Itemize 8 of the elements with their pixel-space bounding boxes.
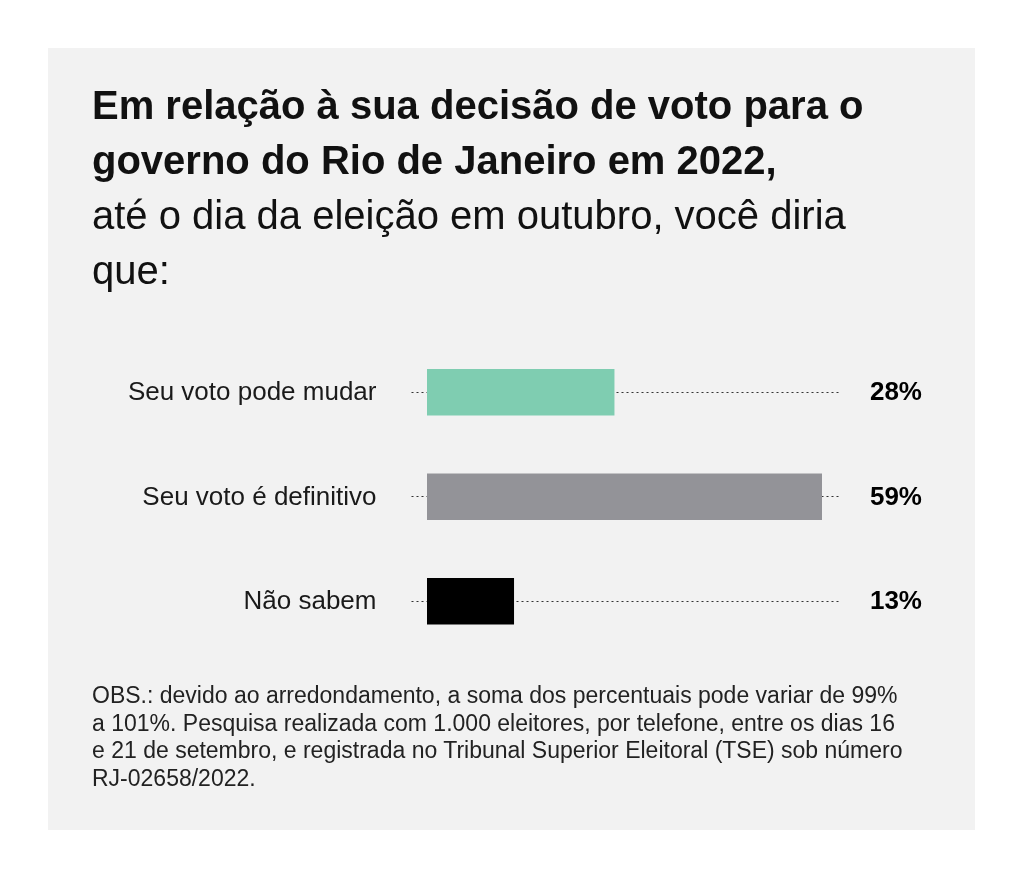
text: OBS.: devido ao arredondamento, a soma dos percentuais pode variar de 99% a 101%. Pesquisa realizada com 1.000 eleitores, por telefone, entre os dias 16 e 21 de setembro, e registrada no Tribunal Superior Eleitoral (TSE) sob número RJ-02658/2022. [92,682,904,792]
data-label: 28% [869,376,922,407]
y-tick-label: Seu voto pode mudar [127,376,377,407]
data-label: 59% [869,480,922,511]
data-label: 13% [869,585,922,616]
y-tick-label: Não sabem [243,585,377,616]
chart-subtitle: até o dia da eleição em outubro, você diria que: [92,192,847,294]
y-tick-label: Seu voto é definitivo [142,480,377,511]
